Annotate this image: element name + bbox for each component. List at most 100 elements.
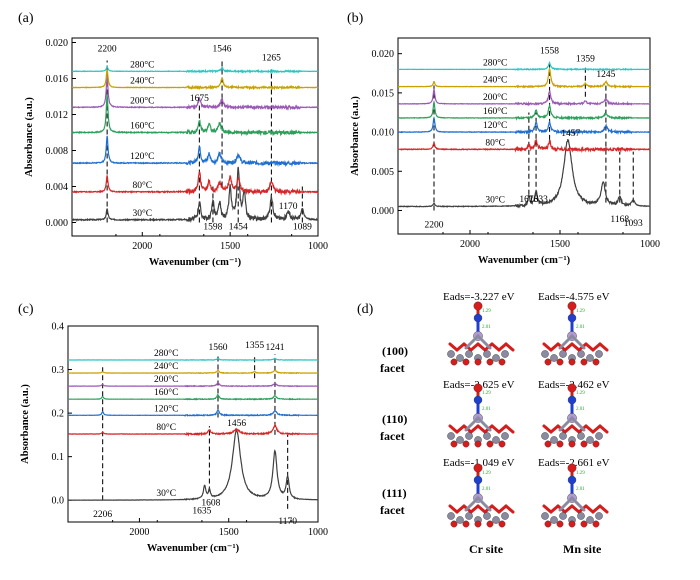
bond-length-label: 2.01 xyxy=(576,325,585,330)
facet-label-100: (100) xyxy=(382,344,408,358)
bond-length-label: 1.29 xyxy=(576,471,585,476)
metal-atom xyxy=(456,516,464,524)
chart-panel-c: 2000 1500 1000 0.0 0.1 0.2 0.3 0.4 Wavenumber (c… xyxy=(20,322,328,555)
chart-panel-a: 2000 1500 1000 0.000 0.004 0.008 0.012 0.016 0.0… xyxy=(24,37,328,268)
y-tick-label: 0.016 xyxy=(46,74,69,85)
facet-word-110: facet xyxy=(380,429,405,443)
spectrum-line xyxy=(397,116,651,136)
bond xyxy=(591,504,602,514)
bond xyxy=(584,424,595,434)
y-tick-label: 0.004 xyxy=(46,182,69,193)
facet-label-110: (110) xyxy=(382,412,407,426)
oxygen-atom xyxy=(498,520,506,528)
bond-length-label: 2.01 xyxy=(576,487,585,492)
peak-annotation: 1675 xyxy=(190,94,209,104)
oxygen-atom xyxy=(544,440,552,448)
metal-atom xyxy=(541,432,549,440)
bond xyxy=(455,504,466,514)
metal-atom xyxy=(456,354,464,362)
metal-atom xyxy=(595,350,603,358)
series-label: 240°C xyxy=(483,75,507,86)
x-tick-label: 2000 xyxy=(460,239,480,250)
spectrum-line xyxy=(68,381,318,388)
bond xyxy=(476,416,492,432)
y-tick-label: 0.1 xyxy=(52,452,65,463)
x-tick-label: 1000 xyxy=(640,239,660,250)
bond xyxy=(563,342,574,352)
peak-annotation: 1546 xyxy=(213,45,232,55)
bond xyxy=(563,504,574,514)
series-label: 80°C xyxy=(132,180,152,191)
oxygen-atom xyxy=(544,358,552,366)
nitrogen-atom xyxy=(473,475,483,485)
bond xyxy=(469,504,480,514)
series-label: 200°C xyxy=(154,374,178,385)
panel-label-a: (a) xyxy=(18,11,34,26)
oxygen-atom xyxy=(567,383,577,393)
bond xyxy=(558,496,574,512)
y-tick-label: 0.3 xyxy=(52,365,65,376)
nitrogen-atom xyxy=(567,475,577,485)
peak-annotation: 1170 xyxy=(279,202,298,212)
metal-atom xyxy=(501,350,509,358)
x-axis-label: Wavenumber (cm⁻¹) xyxy=(478,255,571,266)
bond xyxy=(570,504,581,514)
bond xyxy=(497,424,508,434)
column-label-cr-site: Cr site xyxy=(469,542,504,556)
column-label-mn-site: Mn site xyxy=(563,542,602,556)
oxygen-atom xyxy=(450,440,458,448)
y-tick-label: 0.008 xyxy=(46,146,69,157)
energy-cr-111: Eads=-1.049 eV xyxy=(443,457,515,469)
bond xyxy=(504,504,515,514)
x-tick-label: 2000 xyxy=(129,527,149,538)
spectrum-line xyxy=(397,60,651,72)
nitrogen-atom xyxy=(473,313,483,323)
x-tick-label: 1000 xyxy=(308,527,328,538)
metal-atom xyxy=(447,512,455,520)
oxygen-atom xyxy=(567,301,577,311)
panel-label-c: (c) xyxy=(18,302,34,317)
metal-atom xyxy=(586,436,594,444)
metal-atom xyxy=(492,516,500,524)
facet-word-100: facet xyxy=(380,361,405,375)
oxygen-atom xyxy=(474,358,482,366)
metal-atom xyxy=(550,354,558,362)
bond-length-label: 1.29 xyxy=(482,391,491,396)
energy-cr-100: Eads=-3.227 eV xyxy=(443,291,515,303)
oxygen-atom xyxy=(474,520,482,528)
bond xyxy=(476,496,492,512)
oxygen-atom xyxy=(462,440,470,448)
bond xyxy=(598,504,609,514)
metal-atom xyxy=(559,512,567,520)
metal-atom xyxy=(586,516,594,524)
metal-atom xyxy=(492,354,500,362)
y-tick-label: 0.4 xyxy=(52,322,65,333)
oxygen-atom xyxy=(592,520,600,528)
bond xyxy=(570,424,581,434)
spectrum-line xyxy=(71,166,319,224)
bond-length-label: 1.29 xyxy=(482,309,491,314)
oxygen-atom xyxy=(544,520,552,528)
peak-annotation: 1454 xyxy=(229,223,248,233)
series-label: 120°C xyxy=(154,403,178,414)
oxygen-atom xyxy=(450,358,458,366)
metal-atom xyxy=(577,432,585,440)
energy-mn-100: Eads=-4.575 eV xyxy=(538,291,610,303)
peak-annotation: 1168 xyxy=(610,215,629,225)
oxygen-atom xyxy=(580,440,588,448)
oxygen-atom xyxy=(592,440,600,448)
oxygen-atom xyxy=(568,358,576,366)
spectrum-line xyxy=(397,137,651,154)
oxygen-atom xyxy=(486,440,494,448)
oxygen-atom xyxy=(498,440,506,448)
peak-annotation: 1355 xyxy=(245,341,264,351)
bond xyxy=(558,416,574,432)
bond xyxy=(464,496,480,512)
bond xyxy=(464,416,480,432)
spectrum-line xyxy=(67,423,319,437)
metal-atom xyxy=(586,354,594,362)
bond xyxy=(558,334,574,350)
metal-atom xyxy=(541,350,549,358)
oxygen-atom xyxy=(473,463,483,473)
